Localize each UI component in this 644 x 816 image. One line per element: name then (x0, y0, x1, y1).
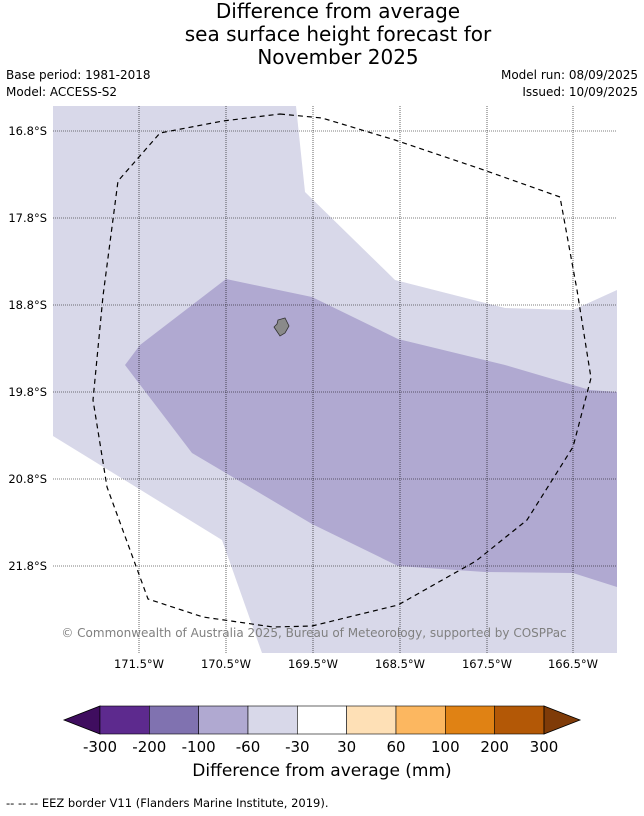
colorbar: -300 -200 -100 -60 -30 30 60 100 200 300 (62, 705, 582, 756)
colorbar-tick-label: 100 (431, 738, 460, 756)
map-title: Difference from average sea surface heig… (0, 0, 644, 69)
latitude-label: 18.8°S (8, 298, 47, 312)
colorbar-segment (445, 705, 495, 735)
longitude-label: 169.5°W (288, 657, 338, 671)
copyright-text: © Commonwealth of Australia 2025, Bureau… (61, 626, 566, 640)
title-line-2: sea surface height forecast for (184, 22, 492, 46)
colorbar-extend-low (62, 705, 101, 735)
model-run-date: Model run: 08/09/2025 (500, 68, 638, 82)
longitude-label: 166.5°W (548, 657, 598, 671)
colorbar-segment (494, 705, 545, 735)
eez-border (92, 113, 592, 628)
colorbar-tick-label: 60 (386, 738, 405, 756)
colorbar-tick-label: 300 (530, 738, 559, 756)
colorbar-segment (297, 705, 347, 735)
colorbar-tick-label: 30 (337, 738, 356, 756)
colorbar-segment (247, 705, 298, 735)
run-info: Model run: 08/09/2025 Issued: 10/09/2025 (501, 67, 638, 101)
colorbar-segment (395, 705, 446, 735)
anomaly-band-medium (125, 279, 617, 587)
colorbar-label: Difference from average (mm) (192, 761, 452, 781)
colorbar-tick-label: -30 (285, 738, 310, 756)
title-line-1: Difference from average (215, 0, 461, 23)
longitude-labels: 171.5°W 170.5°W 169.5°W 168.5°W 167.5°W 166.5… (114, 657, 598, 671)
issued-date: Issued: 10/09/2025 (522, 85, 638, 99)
colorbar-segment (198, 705, 249, 735)
latitude-label: 16.8°S (8, 124, 47, 138)
longitude-label: 167.5°W (462, 657, 512, 671)
latitude-label: 20.8°S (8, 472, 47, 486)
eez-legend-text: -- -- -- EEZ border V11 (Flanders Marine… (6, 796, 329, 810)
latitude-labels: 16.8°S 17.8°S 18.8°S 19.8°S 20.8°S 21.8°S (8, 124, 47, 573)
latitude-label: 17.8°S (8, 211, 47, 225)
colorbar-tick-label: -300 (83, 738, 117, 756)
latitude-label: 19.8°S (8, 385, 47, 399)
colorbar-tick-label: -200 (132, 738, 166, 756)
colorbar-tick-label: 200 (480, 738, 509, 756)
colorbar-segment (149, 705, 199, 735)
colorbar-tick-label: -60 (236, 738, 261, 756)
latitude-label: 21.8°S (8, 559, 47, 573)
graticule (53, 106, 617, 653)
island-land (273, 317, 290, 337)
colorbar-tick-label: -100 (182, 738, 216, 756)
colorbar-segment (99, 705, 150, 735)
longitude-label: 170.5°W (201, 657, 251, 671)
longitude-label: 171.5°W (114, 657, 164, 671)
model-info: Base period: 1981-2018 Model: ACCESS-S2 (6, 67, 151, 101)
longitude-label: 168.5°W (375, 657, 425, 671)
title-line-3: November 2025 (257, 45, 419, 69)
colorbar-extend-high (543, 705, 582, 735)
base-period: Base period: 1981-2018 (6, 68, 151, 82)
model-name: Model: ACCESS-S2 (6, 85, 118, 99)
colorbar-segment (346, 705, 397, 735)
